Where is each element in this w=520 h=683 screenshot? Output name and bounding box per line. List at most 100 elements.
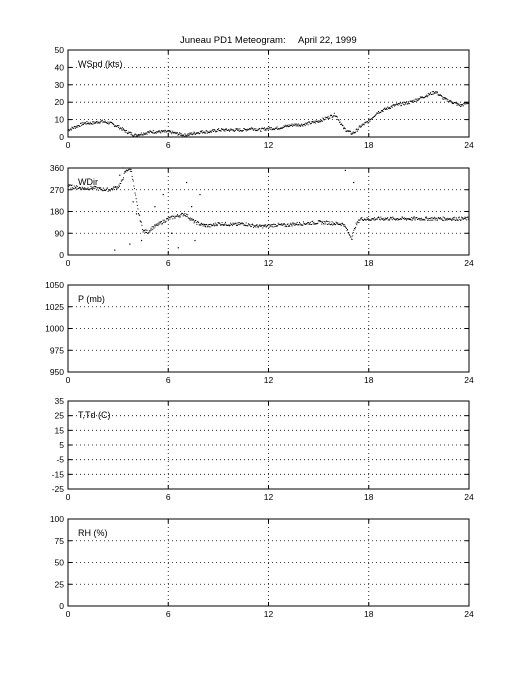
data-point <box>233 223 235 225</box>
data-point <box>388 219 390 221</box>
data-point <box>266 129 268 131</box>
data-point <box>218 128 220 130</box>
data-point <box>164 129 166 131</box>
data-point <box>430 93 432 95</box>
data-point <box>140 132 142 134</box>
data-point <box>309 121 311 123</box>
data-point <box>409 218 411 220</box>
data-point <box>145 132 147 134</box>
data-point <box>102 190 104 192</box>
data-point <box>78 187 80 189</box>
data-point <box>131 132 133 134</box>
data-point <box>216 130 218 132</box>
data-point <box>112 189 114 191</box>
data-point <box>120 128 122 130</box>
data-point <box>268 226 270 228</box>
data-point <box>195 133 197 135</box>
data-point <box>85 123 87 125</box>
data-point <box>151 131 153 133</box>
data-point <box>209 226 211 228</box>
data-point <box>465 102 467 104</box>
data-point <box>335 115 337 117</box>
data-point <box>302 221 304 223</box>
data-point <box>428 94 430 96</box>
data-point <box>312 121 314 123</box>
data-point <box>420 219 422 221</box>
data-point <box>336 116 338 118</box>
data-point <box>241 130 243 132</box>
data-point <box>436 91 438 93</box>
data-point <box>111 122 113 124</box>
data-point <box>368 118 370 120</box>
data-point <box>112 187 114 189</box>
data-point <box>391 219 393 221</box>
data-point <box>155 224 157 226</box>
data-point <box>275 127 277 129</box>
data-point <box>357 128 359 130</box>
data-point <box>331 116 333 118</box>
data-point <box>237 224 239 226</box>
data-point <box>211 224 213 226</box>
data-point <box>212 129 214 131</box>
data-point <box>227 224 229 226</box>
data-point <box>178 133 180 135</box>
panel-3: 0 6 12 18 24 950 975 1000 1025 1050 P (mb) <box>45 280 474 385</box>
data-point <box>245 225 247 227</box>
data-point <box>159 223 161 225</box>
data-point <box>443 217 445 219</box>
data-point <box>256 130 258 132</box>
data-point <box>448 100 450 102</box>
data-point <box>465 217 467 219</box>
data-point <box>428 217 430 219</box>
data-point <box>122 179 124 181</box>
data-point <box>351 133 353 135</box>
data-point <box>229 130 231 132</box>
data-point <box>97 189 99 191</box>
data-point <box>169 218 171 220</box>
data-point <box>77 188 79 190</box>
data-point <box>376 112 378 114</box>
data-point <box>141 229 143 231</box>
data-point <box>198 132 200 134</box>
data-point <box>335 224 337 226</box>
data-point <box>108 189 110 191</box>
data-point <box>298 125 300 127</box>
data-point <box>280 128 282 130</box>
data-point <box>399 102 401 104</box>
data-point <box>327 223 329 225</box>
data-point <box>243 224 245 226</box>
data-point <box>206 226 208 228</box>
x-tick-label: 6 <box>166 140 171 150</box>
data-point <box>183 213 185 215</box>
data-point <box>454 102 456 104</box>
data-point <box>265 226 267 228</box>
data-point <box>322 220 324 222</box>
data-point <box>296 123 298 125</box>
data-point <box>97 122 99 124</box>
data-point <box>263 127 265 129</box>
data-point <box>300 224 302 226</box>
y-tick-label: 1000 <box>45 324 64 334</box>
panel-4: 0 6 12 18 24 -25 -15 -5 5 15 25 35 T,Td (C) <box>52 396 474 502</box>
data-point <box>207 225 209 227</box>
data-point <box>424 219 426 221</box>
data-point <box>267 128 269 130</box>
data-point <box>406 219 408 221</box>
data-point <box>349 236 351 238</box>
data-point <box>292 224 294 226</box>
data-point <box>180 213 182 215</box>
data-point <box>192 133 194 135</box>
data-point <box>240 130 242 132</box>
data-point <box>422 97 424 99</box>
data-point <box>224 130 226 132</box>
data-point <box>402 101 404 103</box>
data-point <box>83 187 85 189</box>
data-point <box>238 130 240 132</box>
data-point <box>434 91 436 93</box>
data-point <box>200 224 202 226</box>
data-point <box>424 96 426 98</box>
data-point <box>386 218 388 220</box>
data-point <box>288 126 290 128</box>
data-point <box>192 220 194 222</box>
data-point <box>258 224 260 226</box>
